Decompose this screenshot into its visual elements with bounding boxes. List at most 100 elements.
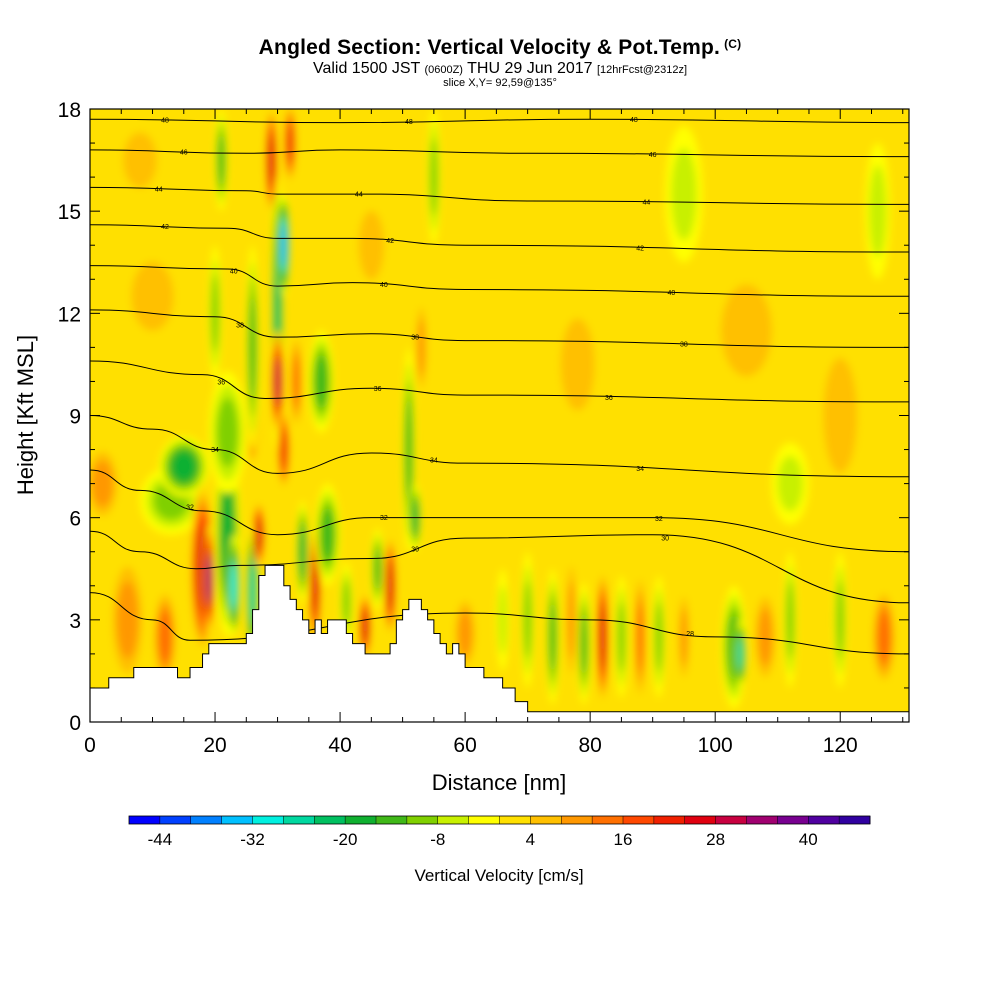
isentrope-label: 42 bbox=[386, 238, 394, 245]
velocity-cell bbox=[371, 527, 384, 610]
y-axis-label: Height [Kft MSL] bbox=[13, 335, 38, 495]
colorbar-tick-label: 40 bbox=[799, 830, 818, 849]
velocity-cell bbox=[865, 143, 891, 280]
velocity-cell bbox=[90, 442, 122, 525]
isentrope-label: 36 bbox=[605, 395, 613, 402]
velocity-cell bbox=[871, 585, 897, 688]
colorbar-tick-label: -8 bbox=[430, 830, 445, 849]
isentrope-line: 46 46 bbox=[90, 149, 909, 159]
colorbar-label: Vertical Velocity [cm/s] bbox=[414, 866, 583, 885]
colorbar-swatch bbox=[592, 816, 624, 824]
colorbar-tick-label: -20 bbox=[333, 830, 358, 849]
isentrope-label: 34 bbox=[430, 457, 438, 464]
y-tick-label: 18 bbox=[58, 99, 81, 122]
isentrope-line: 28 bbox=[90, 592, 909, 655]
y-tick-label: 15 bbox=[58, 201, 81, 224]
colorbar-swatch bbox=[653, 816, 686, 824]
isentrope-line: 36 36 36 bbox=[90, 360, 909, 403]
y-tick-label: 3 bbox=[69, 610, 81, 633]
velocity-cell bbox=[283, 109, 297, 184]
colorbar-swatch bbox=[715, 816, 747, 824]
velocity-cell bbox=[596, 568, 609, 705]
velocity-cell bbox=[833, 551, 847, 688]
colorbar-tick-label: -44 bbox=[148, 830, 173, 849]
velocity-cell bbox=[208, 371, 247, 494]
colorbar-swatch bbox=[623, 816, 655, 824]
isentrope-label: 44 bbox=[355, 192, 363, 199]
x-tick-label: 120 bbox=[823, 734, 858, 757]
velocity-cell bbox=[277, 408, 291, 491]
x-tick-label: 0 bbox=[84, 734, 96, 757]
velocity-cell bbox=[496, 568, 509, 671]
velocity-field bbox=[90, 109, 897, 709]
velocity-cell bbox=[265, 109, 278, 215]
colorbar-swatch bbox=[561, 816, 593, 824]
velocity-cell bbox=[665, 126, 703, 263]
isentrope-label: 44 bbox=[155, 186, 163, 193]
isentrope-label: 30 bbox=[661, 536, 669, 543]
x-tick-label: 40 bbox=[328, 734, 351, 757]
velocity-cell bbox=[733, 619, 747, 688]
isentrope-label: 34 bbox=[211, 447, 219, 454]
velocity-cell bbox=[771, 442, 809, 525]
colorbar-tick-label: 4 bbox=[526, 830, 535, 849]
velocity-cell bbox=[546, 568, 559, 705]
velocity-cell bbox=[552, 296, 603, 433]
y-tick-label: 12 bbox=[58, 303, 81, 326]
colorbar-swatch bbox=[808, 816, 840, 824]
velocity-cell bbox=[521, 551, 534, 688]
colorbar-swatch bbox=[746, 816, 778, 824]
colorbar-tick-label: 16 bbox=[614, 830, 633, 849]
velocity-cell bbox=[427, 109, 441, 246]
colorbar: -44 -32 -20 -8 4 16 28 40 bbox=[128, 815, 871, 849]
slice-subtitle: slice X,Y= 92,59@135° bbox=[443, 77, 557, 89]
velocity-cell bbox=[415, 296, 428, 399]
valid-time-subtitle: Valid 1500 JST (0600Z) THU 29 Jun 2017 [… bbox=[312, 60, 688, 77]
isentrope-label: 40 bbox=[230, 269, 238, 276]
y-tick-label: 6 bbox=[69, 508, 81, 531]
velocity-cell bbox=[677, 585, 691, 688]
velocity-cell bbox=[202, 524, 216, 634]
isentrope-label: 34 bbox=[636, 466, 644, 473]
isentrope-label: 44 bbox=[643, 200, 651, 207]
x-tick-label: 100 bbox=[698, 734, 733, 757]
terrain-profile bbox=[90, 564, 909, 722]
velocity-cell bbox=[752, 585, 778, 688]
isentrope-line: 44 44 44 bbox=[90, 186, 909, 207]
colorbar-swatch bbox=[159, 816, 192, 824]
x-tick-label: 80 bbox=[578, 734, 601, 757]
isentrope-label: 32 bbox=[380, 515, 388, 522]
velocity-cell bbox=[615, 575, 628, 699]
isentrope-line: 38 38 38 bbox=[90, 309, 909, 348]
x-tick-label: 20 bbox=[203, 734, 226, 757]
isentrope-label: 38 bbox=[411, 334, 419, 341]
velocity-cell bbox=[108, 551, 147, 688]
colorbar-tick-label: 28 bbox=[706, 830, 725, 849]
isentrope-label: 32 bbox=[655, 516, 663, 523]
velocity-cell bbox=[383, 534, 397, 637]
isentrope-label: 36 bbox=[217, 379, 225, 386]
colorbar-swatch bbox=[530, 816, 562, 824]
isentrope-label: 38 bbox=[680, 341, 688, 348]
x-tick-label: 60 bbox=[453, 734, 476, 757]
colorbar-swatch bbox=[406, 816, 439, 824]
velocity-cell bbox=[352, 194, 391, 297]
isentrope-label: 42 bbox=[636, 245, 644, 252]
isentrope-label: 46 bbox=[649, 152, 657, 159]
velocity-cell bbox=[252, 500, 266, 569]
colorbar-swatch bbox=[345, 816, 377, 824]
x-axis-label: Distance [nm] bbox=[432, 770, 567, 795]
colorbar-swatch bbox=[839, 816, 871, 824]
isentrope-line: 32 32 32 bbox=[90, 469, 909, 553]
colorbar-swatch bbox=[437, 816, 470, 824]
isentrope-label: 48 bbox=[630, 117, 638, 124]
velocity-cell bbox=[308, 330, 334, 433]
velocity-cell bbox=[708, 262, 784, 399]
velocity-cell bbox=[246, 245, 259, 450]
isentrope-label: 40 bbox=[380, 282, 388, 289]
velocity-cell bbox=[208, 245, 222, 382]
velocity-cell bbox=[315, 483, 341, 586]
